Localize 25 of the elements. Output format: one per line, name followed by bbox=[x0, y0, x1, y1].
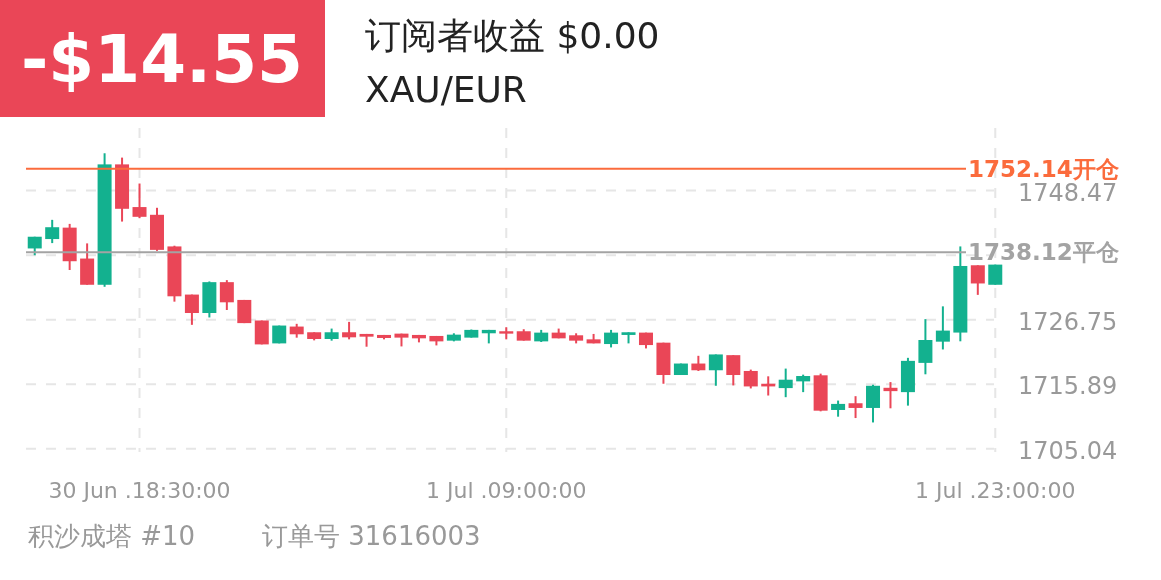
text: 积沙成塔 #10 bbox=[28, 521, 196, 551]
candlestick bbox=[866, 383, 881, 424]
candlestick bbox=[726, 354, 741, 387]
x-tick-label: 1 Jul .23:00:00 bbox=[915, 478, 1076, 503]
y-tick-label: 1705.04 bbox=[1018, 436, 1118, 465]
text: 订单号 31616003 bbox=[262, 521, 481, 551]
y-tick-label: 1726.75 bbox=[1018, 307, 1118, 336]
candlestick bbox=[918, 318, 933, 376]
candlestick bbox=[132, 182, 147, 220]
candlestick bbox=[970, 264, 985, 296]
candlestick bbox=[935, 305, 950, 351]
x-tick-label: 30 Jun .18:30:00 bbox=[48, 478, 231, 503]
y-tick-label: 1715.89 bbox=[1018, 372, 1118, 401]
candlestick bbox=[778, 367, 793, 399]
candlestick bbox=[708, 353, 723, 387]
x-tick-label: 1 Jul .09:00:00 bbox=[426, 478, 587, 503]
candlestick bbox=[219, 279, 234, 311]
candlestick bbox=[743, 368, 758, 390]
candlestick bbox=[184, 293, 199, 326]
candlestick bbox=[45, 218, 60, 245]
candlestick bbox=[848, 395, 863, 420]
text: -$14.55 bbox=[20, 21, 304, 98]
chart-subtitle: XAU/EUR bbox=[365, 69, 527, 110]
ref-line-label: 1738.12平仓 bbox=[968, 239, 1120, 266]
chart-title: 订阅者收益 $0.00 bbox=[365, 15, 660, 56]
